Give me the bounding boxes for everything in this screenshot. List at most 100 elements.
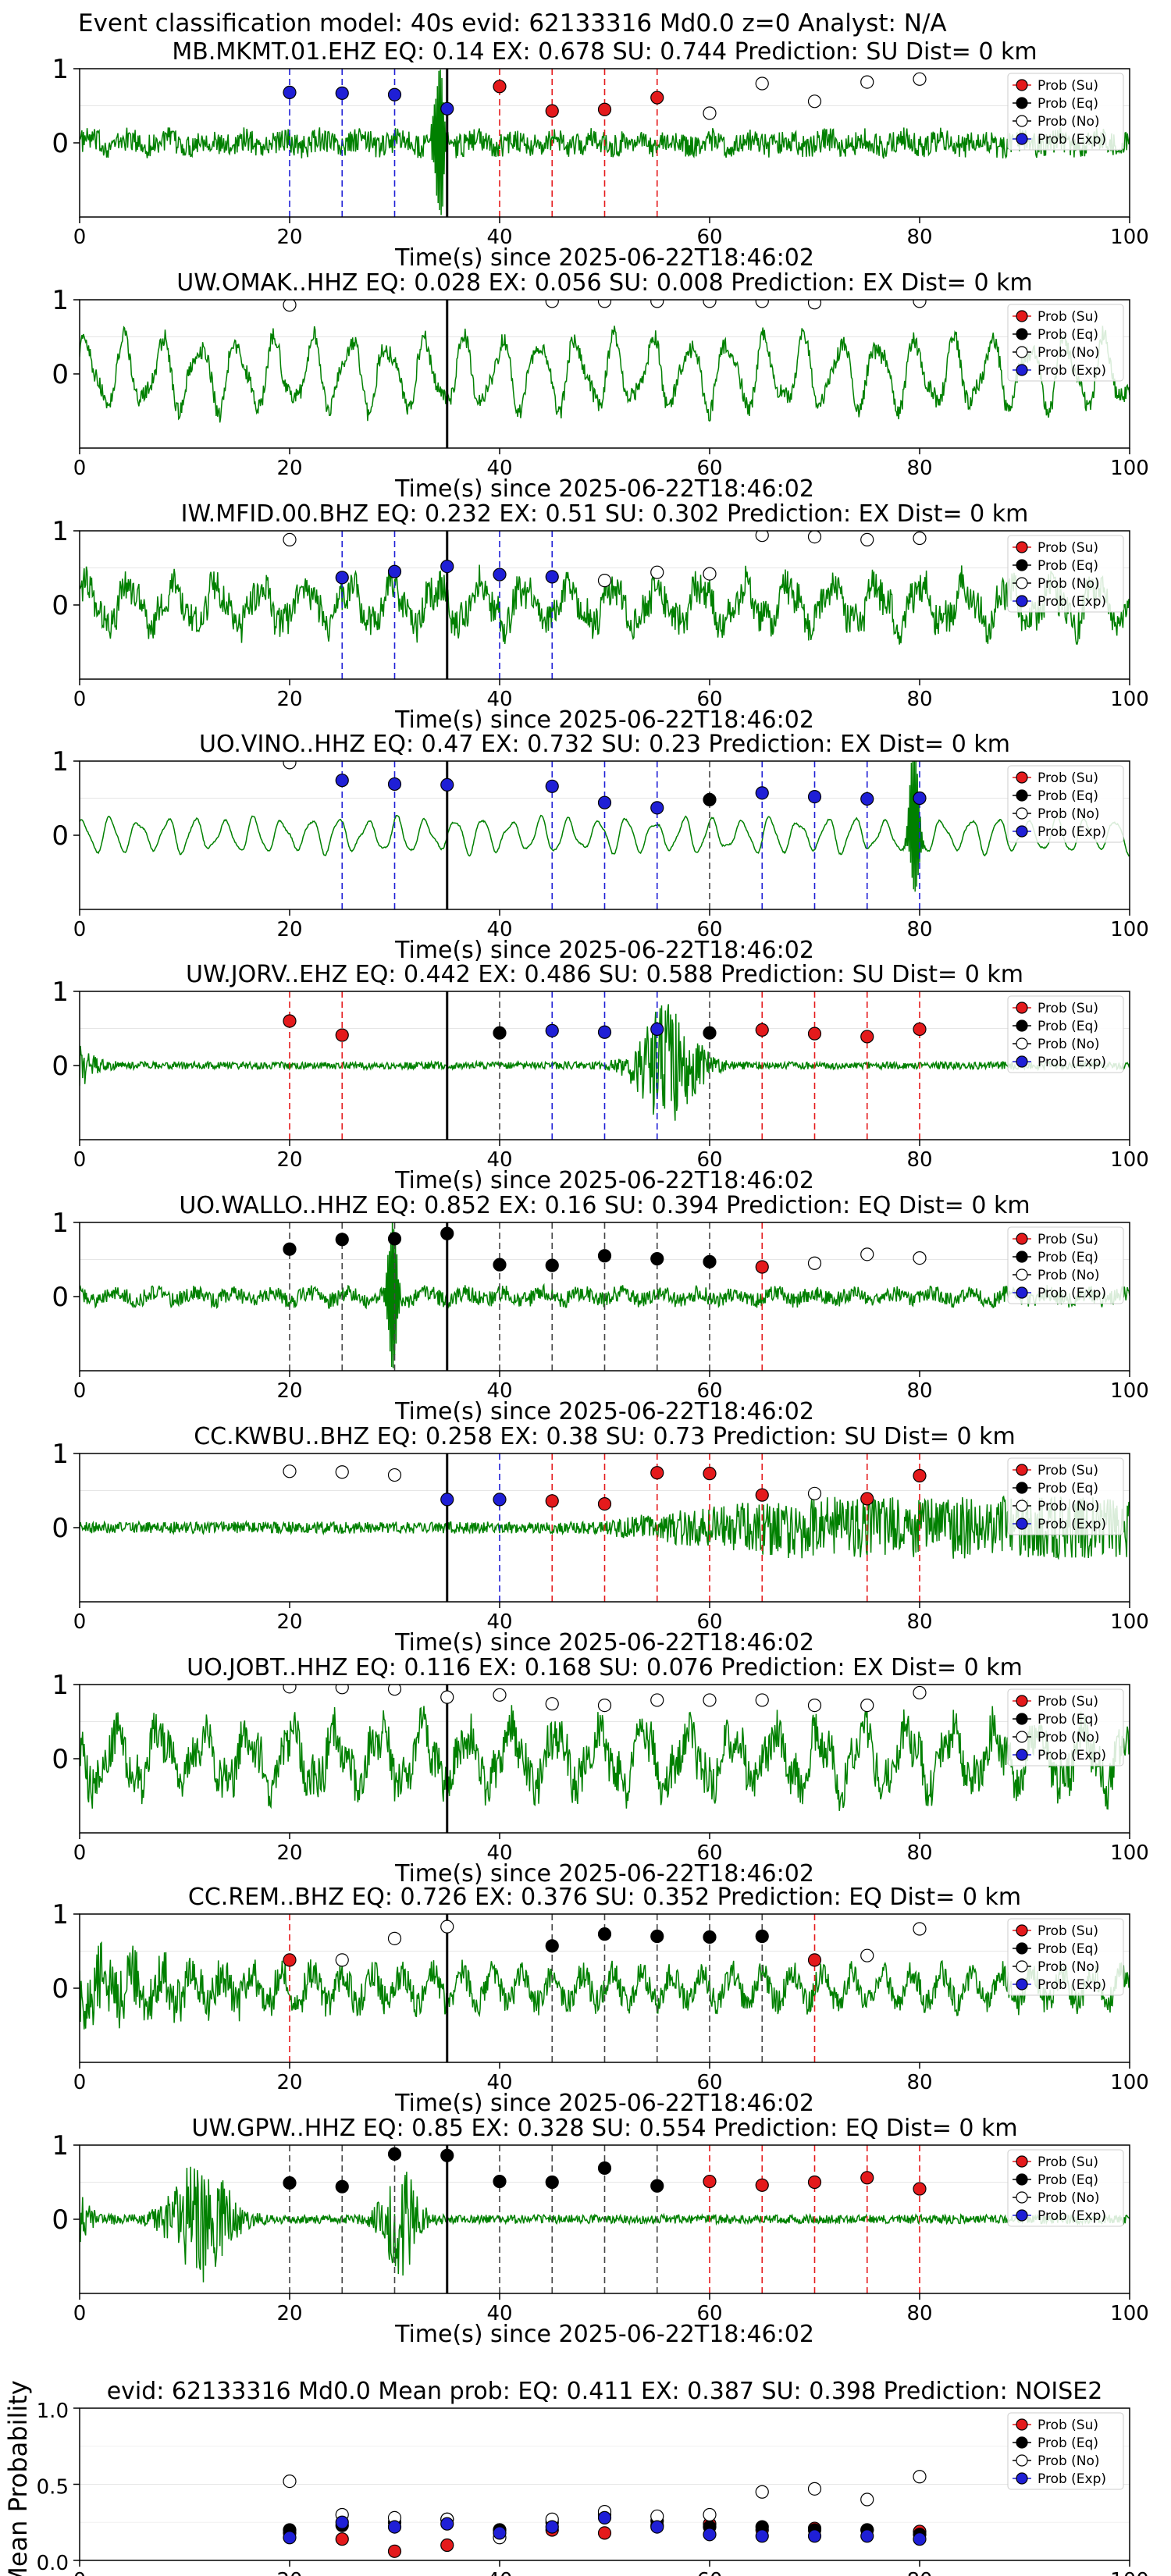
prob-point-su <box>860 1030 874 1044</box>
y-tick-label: 1 <box>52 516 69 547</box>
legend-label: Prob (Exp) <box>1038 824 1106 840</box>
mean-point-exp <box>860 2529 874 2543</box>
prob-point-no <box>440 1690 454 1704</box>
prob-point-no <box>597 574 612 588</box>
legend-marker <box>1016 1251 1028 1263</box>
plot-area <box>80 531 1130 679</box>
prob-point-no <box>283 1685 297 1694</box>
waveform-trace <box>80 2166 1130 2282</box>
x-axis-label: Time(s) since 2025-06-22T18:46:02 <box>394 1167 814 1194</box>
prob-point-no <box>703 106 717 120</box>
prob-point-su <box>755 1260 769 1274</box>
legend-label: Prob (Eq) <box>1038 96 1098 112</box>
legend-marker <box>1016 133 1028 145</box>
y-tick-label: 1 <box>52 746 69 777</box>
x-tick-label: 20 <box>276 226 302 249</box>
mean-point-su <box>387 2544 402 2558</box>
plot-area <box>80 1685 1130 1833</box>
legend-marker <box>1016 1713 1028 1725</box>
prob-point-su <box>283 1014 297 1028</box>
prob-point-no <box>807 94 822 109</box>
y-axis-label: Mean Probability <box>3 2380 33 2576</box>
legend-label: Prob (No) <box>1038 1037 1100 1052</box>
panel-8: CC.REM..BHZ EQ: 0.726 EX: 0.376 SU: 0.35… <box>52 1884 1148 2117</box>
panel-7: UO.JOBT..HHZ EQ: 0.116 EX: 0.168 SU: 0.0… <box>52 1654 1148 1888</box>
x-tick-label: 100 <box>1110 2569 1149 2576</box>
prob-point-exp <box>283 85 297 100</box>
y-tick-label: 1 <box>52 1670 69 1701</box>
prob-point-su <box>650 1466 664 1480</box>
x-tick-label: 80 <box>906 918 932 941</box>
plot-area <box>80 2408 1130 2558</box>
prob-point-su <box>703 2174 717 2189</box>
legend-marker <box>1016 364 1028 376</box>
y-tick-label: 1 <box>52 54 69 85</box>
x-tick-label: 0 <box>73 1610 87 1634</box>
prob-point-eq <box>283 1242 297 1256</box>
x-tick-label: 20 <box>276 2071 302 2094</box>
prob-point-exp <box>913 791 927 806</box>
x-tick-label: 0 <box>73 226 87 249</box>
legend-label: Prob (Exp) <box>1038 594 1106 610</box>
prob-point-su <box>755 1488 769 1502</box>
prob-point-su <box>860 2171 874 2185</box>
prob-point-eq <box>703 1254 717 1268</box>
legend-marker <box>1016 1695 1028 1707</box>
y-tick-label: 1 <box>52 977 69 1008</box>
x-tick-label: 20 <box>276 1148 302 1172</box>
panel-title: UW.OMAK..HHZ EQ: 0.028 EX: 0.056 SU: 0.0… <box>176 269 1032 297</box>
prob-point-exp <box>860 792 874 806</box>
legend-label: Prob (No) <box>1038 1730 1100 1745</box>
mean-point-no <box>703 2507 717 2522</box>
mean-point-exp <box>440 2517 454 2531</box>
x-tick-label: 20 <box>276 1610 302 1634</box>
x-axis-label: Time(s) since 2025-06-22T18:46:02 <box>394 937 814 964</box>
x-tick-label: 0 <box>73 1148 87 1172</box>
prob-point-exp <box>807 789 822 804</box>
prob-point-no <box>807 531 822 544</box>
x-tick-label: 0 <box>73 2071 87 2094</box>
x-tick-label: 60 <box>696 918 722 941</box>
prob-point-eq <box>703 792 717 807</box>
mean-point-no <box>755 2485 769 2499</box>
x-tick-label: 80 <box>906 2071 932 2094</box>
legend-marker <box>1016 825 1028 838</box>
legend-marker <box>1016 541 1028 553</box>
x-tick-label: 80 <box>906 226 932 249</box>
y-tick-label: 0 <box>52 1513 69 1544</box>
legend-label: Prob (Exp) <box>1038 1977 1106 1993</box>
prob-point-no <box>913 72 927 86</box>
legend-label: Prob (Exp) <box>1038 2208 1106 2224</box>
x-axis-label: Time(s) since 2025-06-22T18:46:02 <box>394 475 814 503</box>
x-tick-label: 80 <box>906 688 932 711</box>
prob-point-su <box>493 80 507 94</box>
x-tick-label: 80 <box>906 1379 932 1403</box>
mean-point-su <box>335 2532 349 2546</box>
legend-label: Prob (Su) <box>1038 2418 1098 2433</box>
legend-label: Prob (Eq) <box>1038 788 1098 804</box>
prob-point-eq <box>703 1026 717 1040</box>
prob-point-eq <box>335 2179 349 2194</box>
x-tick-label: 80 <box>906 1610 932 1634</box>
legend-marker <box>1016 2209 1028 2222</box>
prob-point-no <box>913 300 927 308</box>
x-axis-label: Time(s) since 2025-06-22T18:46:02 <box>394 1629 814 1656</box>
x-tick-label: 0 <box>73 1379 87 1403</box>
panel-9: UW.GPW..HHZ EQ: 0.85 EX: 0.328 SU: 0.554… <box>52 2115 1148 2348</box>
x-axis-label: Time(s) since 2025-06-22T18:46:02 <box>394 2321 814 2348</box>
x-tick-label: 20 <box>276 2569 302 2576</box>
prob-point-no <box>913 1922 927 1936</box>
x-tick-label: 40 <box>486 2302 512 2325</box>
y-tick-label: 1 <box>52 285 69 316</box>
panel-title: UO.JOBT..HHZ EQ: 0.116 EX: 0.168 SU: 0.0… <box>187 1654 1023 1681</box>
prob-point-no <box>545 300 559 308</box>
panel-1: UW.OMAK..HHZ EQ: 0.028 EX: 0.056 SU: 0.0… <box>52 269 1148 503</box>
prob-point-eq <box>440 1226 454 1240</box>
legend-box <box>1007 1226 1124 1304</box>
legend-label: Prob (Exp) <box>1038 2471 1106 2487</box>
prob-point-su <box>703 1467 717 1481</box>
legend-marker <box>1016 2191 1028 2204</box>
x-tick-label: 40 <box>486 1610 512 1634</box>
prob-point-su <box>545 104 559 118</box>
